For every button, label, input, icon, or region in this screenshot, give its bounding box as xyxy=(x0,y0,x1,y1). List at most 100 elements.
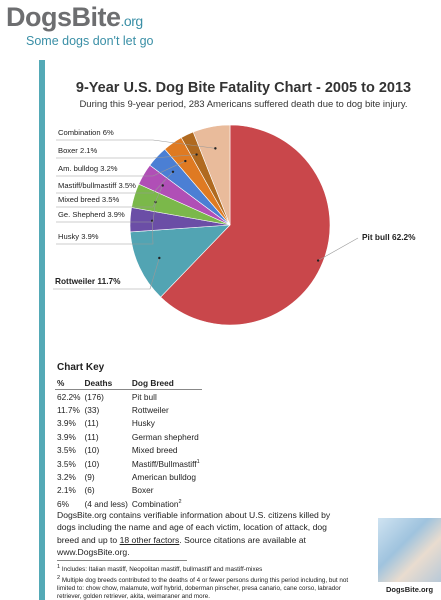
text: . Source citations are available at www.… xyxy=(57,534,306,557)
slice-label: Rottweiler 11.7% xyxy=(55,276,121,286)
slice-value: 2.1% xyxy=(80,146,98,155)
key-cell: (9) xyxy=(84,472,95,483)
key-row: 6% (4 and less) Combination2 xyxy=(55,497,202,510)
key-table: % Deaths Dog Breed 62.2% (176) Pit bull 11.7%(… xyxy=(55,377,202,511)
key-cell: German shepherd xyxy=(130,430,202,443)
slice-name: Mastiff/bullmastiff xyxy=(58,181,117,190)
slice-name: Husky xyxy=(58,232,79,241)
footnotes: 1 Includes: Italian mastiff, Neopolitan … xyxy=(57,563,367,600)
slice-value: 3.2% xyxy=(100,164,118,173)
footnote-mark: 2 xyxy=(57,575,61,582)
key-cell: 3.5% xyxy=(57,445,76,456)
leader-line xyxy=(56,185,164,208)
footnote-rule xyxy=(57,560,187,561)
slice-value: 62.2% xyxy=(392,232,416,242)
breed: Combination xyxy=(131,498,179,509)
leader-dot xyxy=(316,259,320,262)
logo[interactable]: DogsBite.org xyxy=(6,2,143,33)
footnote-mark: 1 xyxy=(57,564,61,570)
key-cell: 3.5% xyxy=(57,458,76,469)
tagline: Some dogs don't let go xyxy=(26,34,154,48)
key-row: 11.7% (33) Rottweiler xyxy=(55,403,202,416)
slice-value: 3.5% xyxy=(102,195,120,204)
key-cell: 11.7% xyxy=(57,405,80,416)
breed: Mastiff/Bullmastiff xyxy=(131,458,197,469)
key-header-cell: Deaths xyxy=(82,377,130,390)
breed: American bulldog xyxy=(131,472,196,483)
slice-label: Combination 6% xyxy=(58,128,114,137)
key-row: 3.5% (10) Mastiff/Bullmastiff1 xyxy=(55,457,202,470)
key-row: 3.2% (9) American bulldog xyxy=(55,470,202,483)
photo xyxy=(378,518,441,582)
key-header-cell: Dog Breed xyxy=(129,377,202,390)
key-cell: 2.1% xyxy=(57,485,76,496)
slice-label: Mixed breed 3.5% xyxy=(58,195,119,204)
leader-dot xyxy=(184,159,187,163)
key-cell: (10) xyxy=(84,445,100,456)
footnote: 2 Multiple dog breeds contributed to the… xyxy=(57,574,367,600)
pie-slice xyxy=(129,224,231,298)
slice-label: Boxer 2.1% xyxy=(58,146,98,155)
key-cell: Mastiff/Bullmastiff1 xyxy=(130,457,202,470)
key-cell: Boxer xyxy=(130,484,202,497)
footnote-text: Multiple dog breeds contributed to the d… xyxy=(57,577,349,600)
key-row: 2.1% (6) Boxer xyxy=(55,484,202,497)
key-cell: (6) xyxy=(84,485,95,496)
key-cell: Rottweiler xyxy=(130,403,202,416)
slice-name: Ge. Shepherd xyxy=(58,210,105,219)
leader-dot xyxy=(214,147,217,150)
slice-label: Pit bull 62.2% xyxy=(362,232,416,242)
key-cell: Combination2 xyxy=(130,497,202,510)
leader-dot xyxy=(150,219,154,223)
key-cell: 3.2% xyxy=(57,472,76,483)
leader-line xyxy=(56,220,154,245)
pie-slice xyxy=(160,124,331,326)
leader-dot xyxy=(195,153,198,156)
leader-line xyxy=(317,237,359,261)
footnote-ref: 2 xyxy=(178,499,182,506)
text: DogsBite.org contains verifiable informa… xyxy=(57,510,331,545)
slice-label: Mastiff/bullmastiff 3.5% xyxy=(58,181,136,190)
slice-label: Husky 3.9% xyxy=(58,232,99,241)
slice-value: 3.9% xyxy=(81,232,99,241)
leader-line xyxy=(56,160,186,177)
breed: Rottweiler xyxy=(131,405,169,416)
key-header-cell: % xyxy=(55,377,83,390)
key-cell: 62.2% xyxy=(57,391,81,402)
logo-text[interactable]: DogsBite xyxy=(6,2,121,32)
pie-slice xyxy=(192,124,231,226)
key-cell: Mixed breed xyxy=(130,444,202,457)
key-cell: American bulldog xyxy=(130,470,202,483)
leader-dot xyxy=(171,170,175,173)
slice-value: 3.5% xyxy=(119,181,137,190)
footnote: 1 Includes: Italian mastiff, Neopolitan … xyxy=(57,563,367,574)
leader-dot xyxy=(158,256,161,260)
chart-title: 9-Year U.S. Dog Bite Fatality Chart - 20… xyxy=(75,80,412,96)
side-bar xyxy=(39,60,45,600)
footnote-ref: 1 xyxy=(196,458,200,465)
slice-name: Combination xyxy=(58,128,101,137)
key-cell: (4 and less) xyxy=(84,498,128,509)
slice-value: 6% xyxy=(103,128,114,137)
leader-dot xyxy=(161,184,164,187)
breed: Boxer xyxy=(131,485,154,496)
leader-line xyxy=(56,154,197,159)
leader-line xyxy=(53,257,160,290)
logo-suffix[interactable]: .org xyxy=(120,13,144,29)
pie-chart: Pit bull 62.2% Rottweiler 11.7% Husky 3.9%… xyxy=(53,124,416,326)
key-row: 3.9% (11) German shepherd xyxy=(55,430,202,443)
paragraph: DogsBite.org contains verifiable informa… xyxy=(57,509,349,558)
link[interactable]: 18 other factors xyxy=(119,534,180,545)
leader-line xyxy=(56,202,156,223)
slice-label: Am. bulldog 3.2% xyxy=(58,164,118,173)
slice-value: 11.7% xyxy=(97,276,121,286)
key-cell: 3.9% xyxy=(57,418,76,429)
breed: Pit bull xyxy=(131,391,157,402)
slice-name: Rottweiler xyxy=(55,276,96,286)
breed: German shepherd xyxy=(131,431,199,442)
key-header: % Deaths Dog Breed xyxy=(55,377,202,390)
key-cell: Pit bull xyxy=(130,390,202,404)
chart-subtitle: During this 9-year period, 283 Americans… xyxy=(79,99,408,110)
slice-value: 3.9% xyxy=(107,210,125,219)
